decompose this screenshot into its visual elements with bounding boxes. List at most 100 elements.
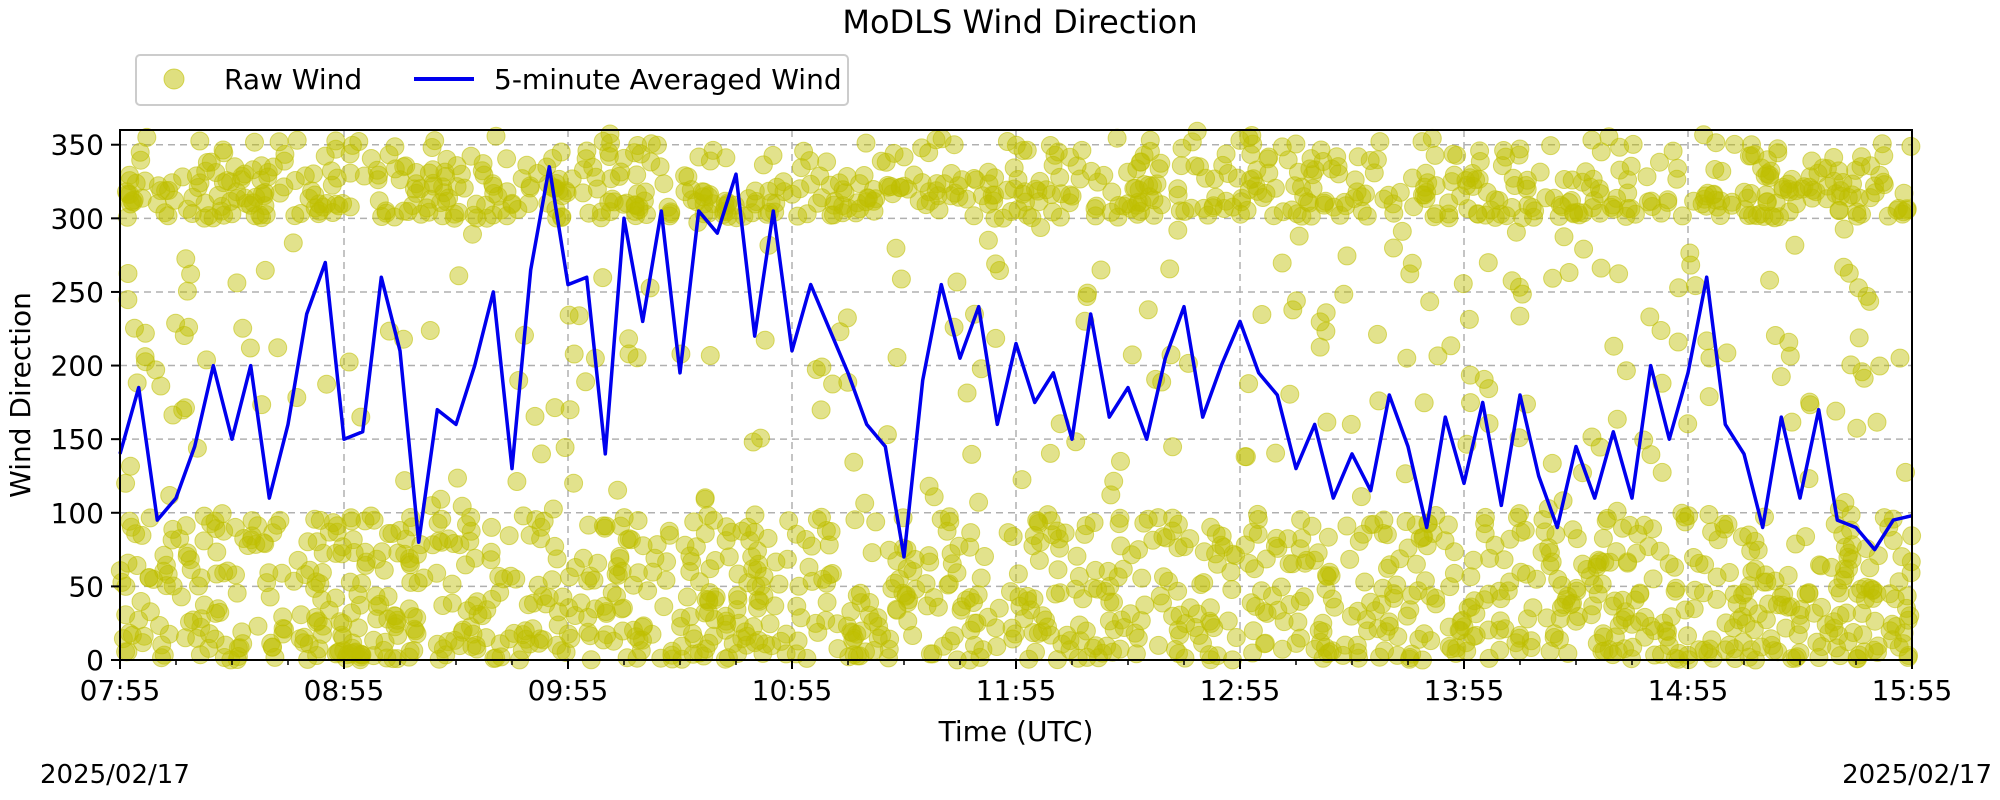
raw-wind-point: [451, 164, 471, 184]
raw-wind-point: [1513, 208, 1533, 228]
raw-wind-point: [1835, 559, 1854, 579]
raw-wind-point: [429, 531, 449, 551]
raw-wind-point: [797, 648, 817, 668]
raw-wind-point: [507, 472, 527, 491]
raw-wind-point: [1414, 393, 1434, 413]
raw-wind-point: [1494, 141, 1514, 160]
raw-wind-point: [1630, 612, 1649, 632]
raw-wind-point: [891, 269, 911, 289]
raw-wind-point: [1193, 633, 1212, 653]
raw-wind-point: [1541, 136, 1561, 156]
raw-wind-point: [839, 647, 859, 667]
raw-wind-point: [194, 531, 214, 551]
raw-wind-point: [312, 590, 332, 610]
raw-wind-point: [1461, 393, 1480, 413]
raw-wind-point: [1182, 132, 1202, 152]
raw-wind-point: [625, 201, 645, 221]
raw-wind-point: [283, 233, 303, 253]
raw-wind-point: [989, 598, 1009, 618]
raw-wind-point: [1898, 647, 1918, 667]
raw-wind-point: [728, 590, 748, 610]
raw-wind-point: [1530, 162, 1550, 182]
y-tick-label: 300: [51, 202, 104, 235]
raw-wind-point: [461, 146, 481, 166]
raw-wind-point: [1843, 174, 1862, 194]
raw-wind-point: [227, 182, 247, 202]
raw-wind-point: [1478, 253, 1498, 273]
raw-wind-point: [1194, 573, 1214, 593]
raw-wind-point: [1672, 206, 1692, 226]
raw-wind-point: [560, 567, 579, 587]
raw-wind-point: [199, 638, 219, 658]
raw-wind-point: [1610, 160, 1630, 180]
raw-wind-point: [1572, 172, 1592, 192]
raw-wind-point: [1607, 409, 1627, 429]
raw-wind-point: [1194, 198, 1214, 218]
raw-wind-point: [248, 516, 268, 536]
raw-wind-point: [1107, 128, 1127, 148]
raw-wind-point: [654, 174, 674, 194]
raw-wind-point: [928, 597, 948, 617]
raw-wind-point: [1204, 618, 1224, 638]
raw-wind-point: [1658, 622, 1677, 641]
raw-wind-point: [1811, 556, 1831, 576]
raw-wind-point: [1491, 589, 1511, 609]
raw-wind-point: [1337, 246, 1357, 266]
raw-wind-point: [543, 499, 563, 519]
raw-wind-point: [403, 196, 423, 215]
raw-wind-point: [1490, 611, 1510, 631]
raw-wind-point: [808, 622, 828, 642]
raw-wind-point: [213, 140, 233, 160]
raw-wind-point: [1496, 147, 1516, 167]
raw-wind-point: [1101, 485, 1121, 505]
raw-wind-point: [625, 196, 645, 215]
raw-wind-point: [497, 206, 517, 226]
raw-wind-point: [1456, 633, 1476, 653]
raw-wind-point: [945, 183, 965, 203]
raw-wind-point: [370, 594, 390, 614]
raw-wind-point: [912, 138, 932, 158]
raw-wind-point: [131, 150, 151, 170]
raw-wind-point: [1604, 336, 1624, 356]
raw-wind-point: [1835, 493, 1855, 512]
raw-wind-point: [307, 646, 327, 665]
raw-wind-point: [1494, 550, 1514, 570]
raw-wind-point: [1081, 161, 1101, 181]
raw-wind-point: [578, 571, 598, 591]
raw-wind-point: [1847, 649, 1867, 669]
raw-wind-point: [573, 548, 593, 568]
raw-wind-point: [210, 602, 230, 622]
raw-wind-point: [240, 195, 260, 215]
raw-wind-point: [1634, 430, 1654, 450]
raw-wind-point: [611, 516, 631, 536]
raw-wind-point: [812, 188, 832, 208]
x-tick-label: 14:55: [1648, 674, 1729, 707]
raw-wind-point: [299, 188, 319, 208]
raw-wind-point: [450, 535, 470, 555]
raw-wind-point: [1313, 622, 1333, 642]
raw-wind-point: [1567, 581, 1587, 601]
raw-wind-point: [355, 511, 375, 531]
raw-wind-point: [1778, 174, 1798, 194]
raw-wind-point: [1479, 648, 1499, 668]
raw-wind-point: [1067, 546, 1087, 566]
raw-wind-point: [315, 146, 335, 166]
raw-wind-point: [1686, 276, 1705, 296]
raw-wind-point: [1414, 527, 1434, 547]
raw-wind-point: [1441, 336, 1461, 356]
raw-wind-point: [1725, 649, 1745, 668]
raw-wind-point: [340, 144, 360, 164]
raw-wind-point: [177, 546, 197, 566]
raw-wind-point: [1168, 514, 1188, 534]
raw-wind-point: [1583, 596, 1603, 616]
raw-wind-point: [1412, 132, 1432, 152]
raw-wind-point: [481, 550, 501, 570]
raw-wind-point: [352, 573, 372, 593]
y-axis: 0 50 100 150 200 250 300 350: [51, 129, 120, 677]
raw-wind-point: [1171, 156, 1191, 176]
raw-wind-point: [716, 531, 736, 551]
raw-wind-point: [528, 575, 548, 595]
raw-wind-point: [466, 635, 486, 655]
raw-wind-point: [1601, 197, 1621, 217]
raw-wind-point: [1699, 387, 1719, 407]
